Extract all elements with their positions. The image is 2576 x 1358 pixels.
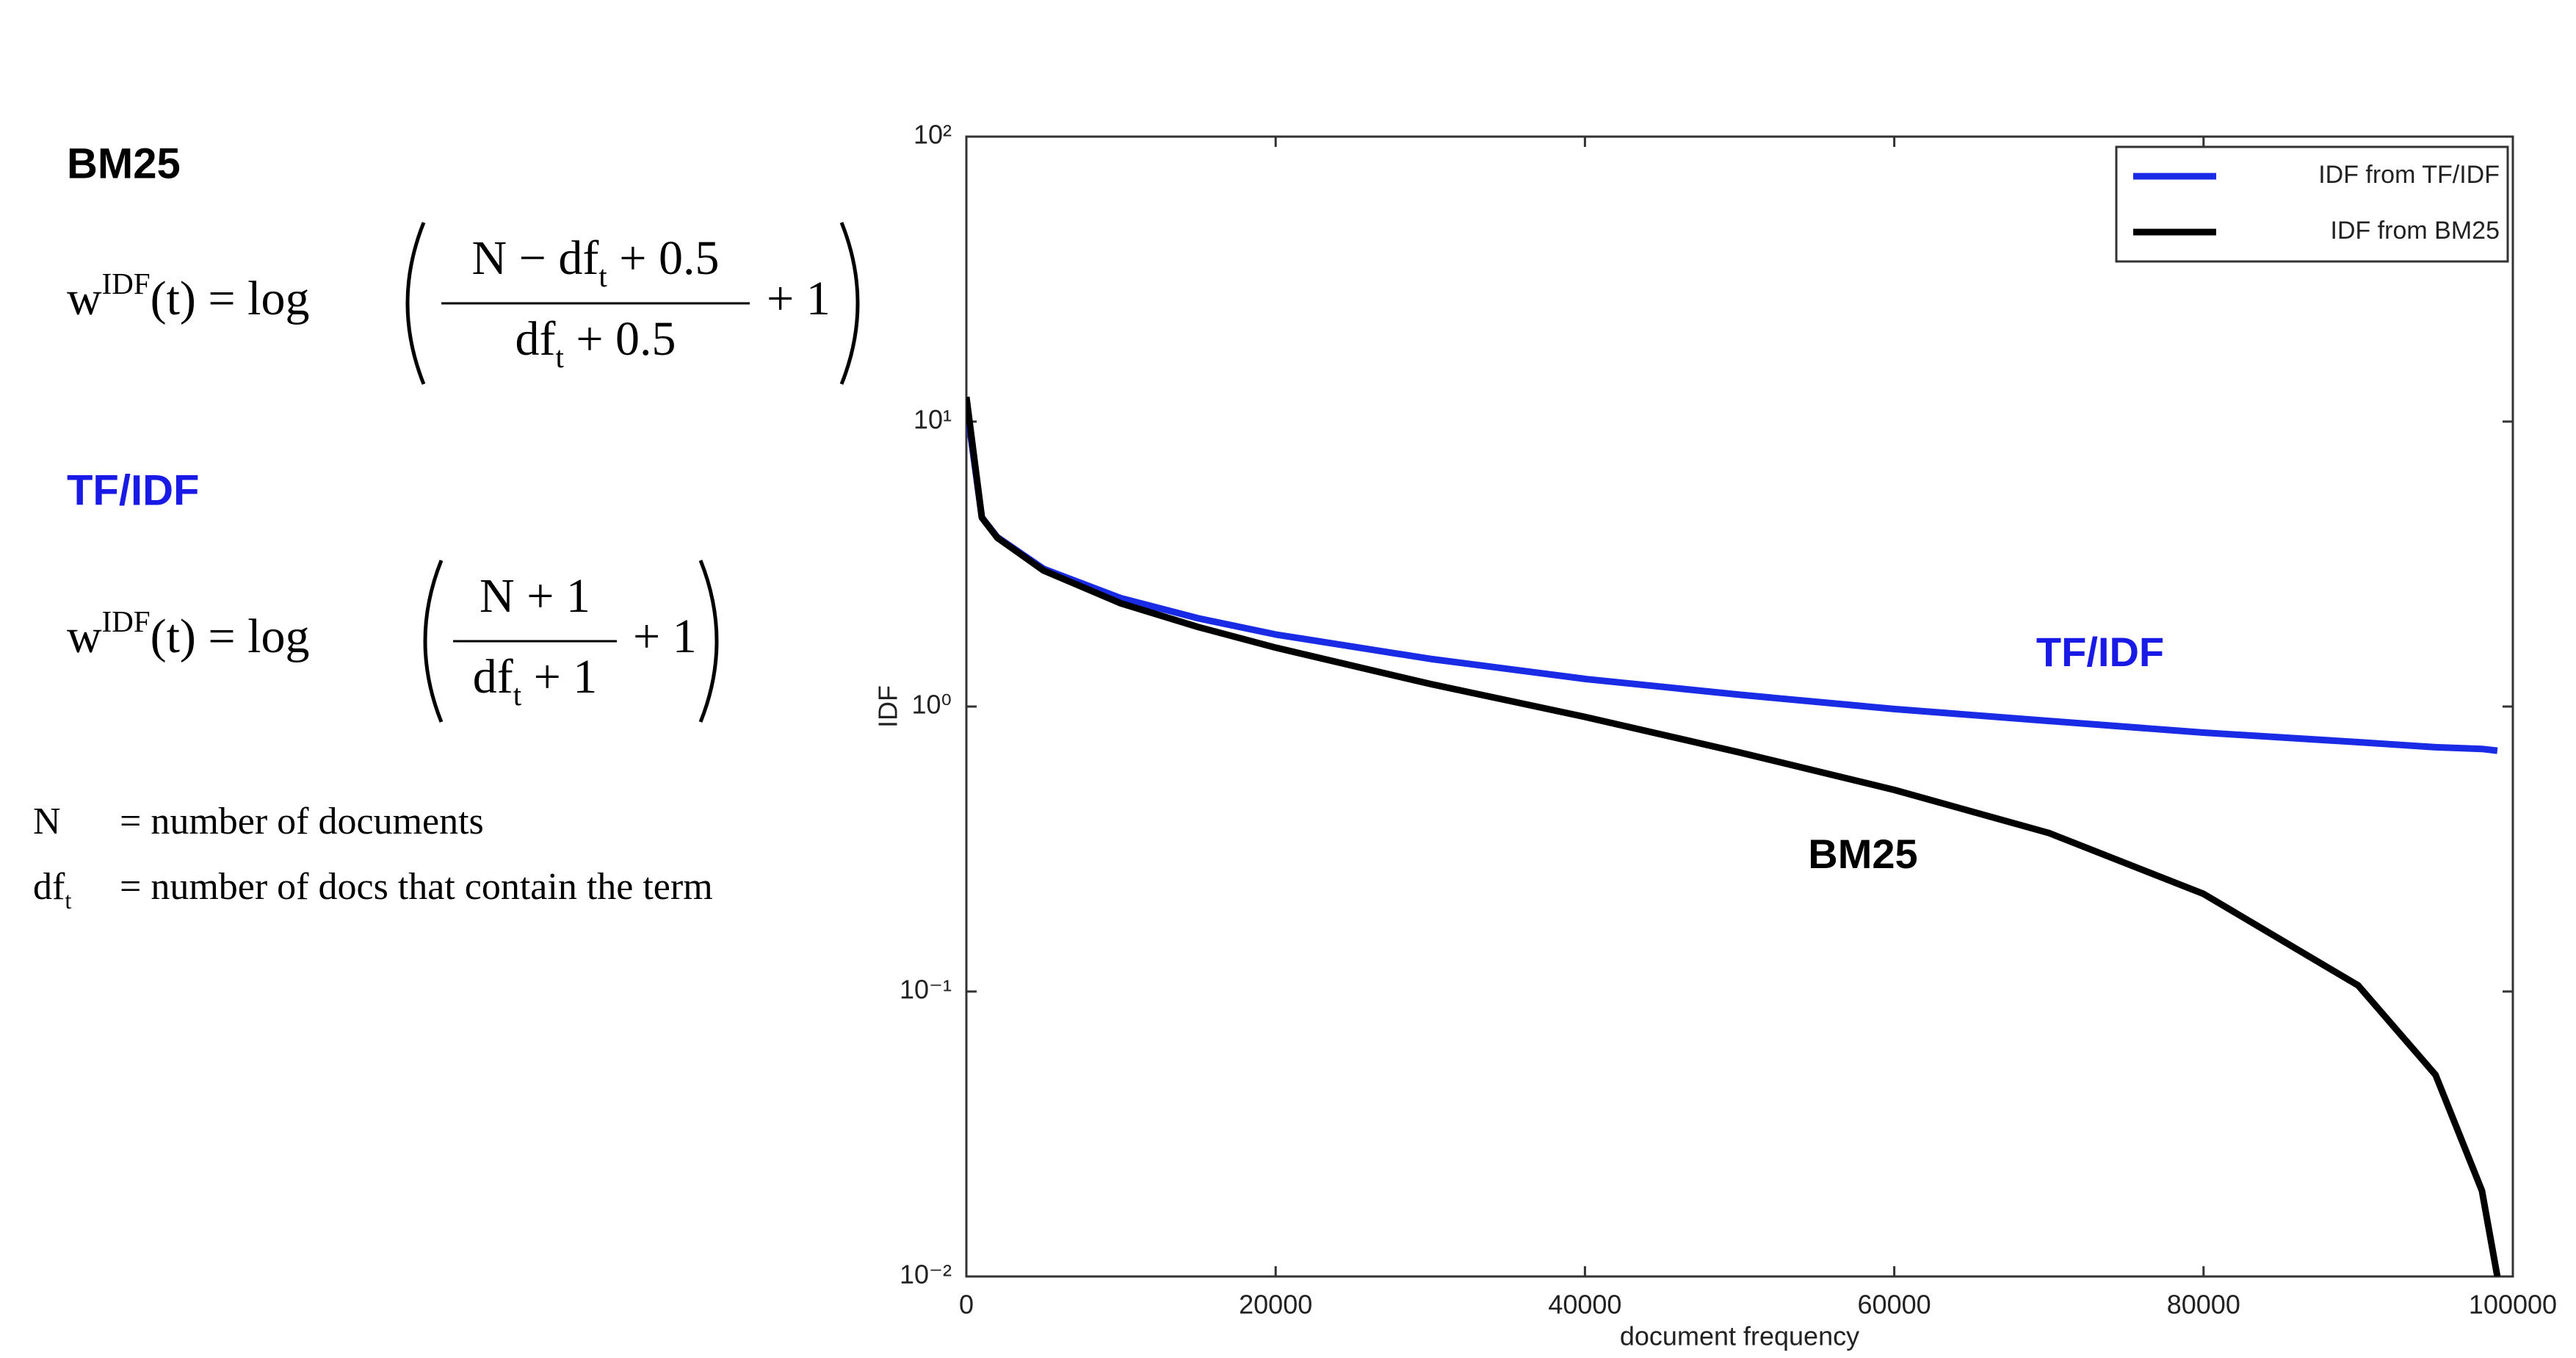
- text: + 1: [767, 272, 831, 325]
- text: + 1: [633, 610, 697, 663]
- definition: = number of documents: [120, 801, 484, 842]
- math-text: N − dft + 0.5: [472, 231, 720, 293]
- math-text: dft + 1: [473, 650, 598, 712]
- paren: [698, 560, 719, 723]
- x-axis-label: document frequency: [1620, 1321, 1859, 1351]
- math-text: N + 1: [480, 569, 590, 623]
- y-tick-label: 10¹: [913, 405, 952, 435]
- math-text: N: [33, 801, 61, 842]
- text: + 0.5: [607, 231, 720, 285]
- series-line: [966, 396, 2501, 1276]
- y-tick-label: 10⁻¹: [900, 975, 952, 1005]
- math-text: dft + 0.5: [515, 312, 676, 374]
- legend-label: IDF from TF/IDF: [2318, 161, 2500, 189]
- math-text: + 1: [767, 272, 831, 325]
- legend-label: IDF from BM25: [2331, 217, 2500, 245]
- text: (t) = log: [151, 272, 310, 325]
- annotation: TF/IDF: [2036, 629, 2164, 675]
- legend-box: [2115, 145, 2509, 263]
- text: + 1: [521, 650, 597, 704]
- paren: [405, 222, 426, 385]
- x-tick-label: 40000: [1548, 1290, 1621, 1320]
- paren: [423, 560, 444, 723]
- section-heading: TF/IDF: [67, 466, 199, 514]
- paren: [839, 222, 860, 385]
- text: w: [67, 272, 102, 325]
- section-heading: BM25: [67, 140, 181, 187]
- text: df: [473, 650, 513, 704]
- x-tick-label: 60000: [1858, 1290, 1931, 1320]
- text: df: [515, 312, 555, 366]
- math-text: + 1: [633, 610, 697, 663]
- math-text: dft: [33, 866, 71, 914]
- text: df: [33, 866, 65, 908]
- y-tick-label: 10²: [913, 120, 952, 150]
- x-tick-label: 0: [959, 1290, 974, 1320]
- math-text: wIDF(t) = log: [67, 267, 309, 325]
- definition: = number of docs that contain the term: [120, 866, 713, 908]
- x-tick-label: 100000: [2469, 1290, 2557, 1320]
- superscript: IDF: [102, 267, 151, 300]
- superscript: IDF: [102, 605, 151, 638]
- y-axis-label: IDF: [873, 685, 903, 728]
- text: + 0.5: [564, 312, 676, 366]
- text: (t) = log: [151, 610, 310, 663]
- subscript: t: [513, 679, 522, 712]
- y-tick-label: 10⁻²: [900, 1260, 952, 1290]
- text: w: [67, 610, 102, 663]
- text: N + 1: [480, 569, 590, 623]
- x-tick-label: 80000: [2167, 1290, 2240, 1320]
- text: N: [33, 801, 61, 842]
- annotation: BM25: [1808, 831, 1917, 877]
- subscript: t: [65, 887, 71, 914]
- x-tick-label: 20000: [1239, 1290, 1312, 1320]
- text: N − df: [472, 231, 599, 285]
- subscript: t: [598, 260, 607, 293]
- series-line: [966, 403, 2498, 754]
- y-tick-label: 10⁰: [912, 690, 952, 720]
- subscript: t: [555, 341, 564, 374]
- plot-frame: [965, 135, 2514, 1278]
- math-text: wIDF(t) = log: [67, 605, 309, 663]
